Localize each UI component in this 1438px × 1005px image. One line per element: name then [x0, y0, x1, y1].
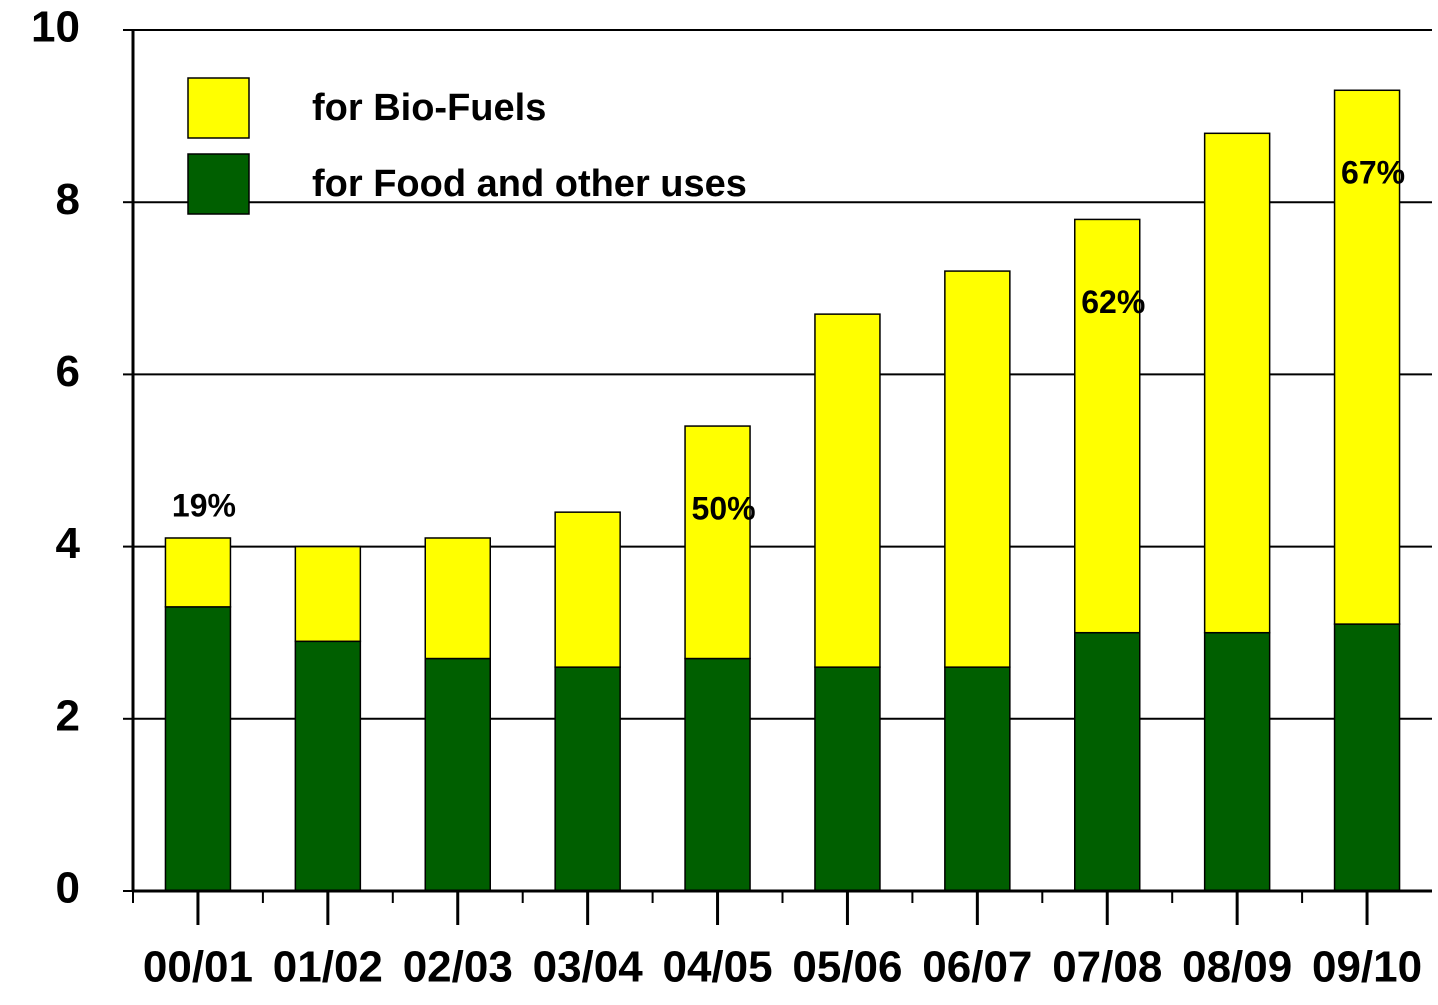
bar-segment	[814, 666, 881, 892]
y-tick-label: 6	[56, 347, 80, 396]
y-tick-label: 2	[56, 691, 80, 740]
bar-segment	[164, 537, 232, 608]
bar-segment	[424, 537, 491, 660]
x-tick-label: 03/04	[533, 943, 644, 992]
x-tick-label: 01/02	[273, 943, 383, 992]
x-tick-label: 00/01	[143, 943, 253, 992]
annotation: 19%	[172, 487, 236, 523]
bar-segment	[1333, 623, 1401, 892]
bar-segment	[1074, 631, 1141, 892]
bar-segment	[684, 425, 751, 660]
bar-segment	[164, 606, 232, 892]
y-tick-label: 0	[56, 864, 80, 913]
legend-label: for Bio-Fuels	[312, 87, 546, 129]
bar-segment	[1074, 218, 1141, 634]
x-tick-label: 09/10	[1312, 943, 1422, 992]
bar-segment	[554, 511, 621, 668]
bar-segment	[1203, 631, 1271, 892]
x-tick-label: 02/03	[403, 943, 513, 992]
bar-segment	[294, 545, 362, 643]
x-tick-label: 07/08	[1052, 943, 1162, 992]
y-tick-label: 4	[56, 519, 81, 568]
bar-segment	[944, 270, 1011, 668]
bar-segment	[684, 657, 751, 892]
annotation: 50%	[692, 491, 756, 527]
x-tick-label: 04/05	[662, 943, 772, 992]
bar-segment	[294, 640, 362, 892]
legend-swatch	[187, 77, 250, 139]
y-tick-label: 8	[56, 175, 80, 224]
annotation: 67%	[1341, 155, 1405, 191]
x-tick-label: 06/07	[922, 943, 1032, 992]
bar-segment	[1333, 89, 1401, 625]
x-tick-label: 05/06	[792, 943, 902, 992]
bar-segment	[814, 313, 881, 668]
legend-swatch	[187, 153, 250, 215]
bar-segment	[944, 666, 1011, 892]
annotation: 62%	[1081, 284, 1145, 320]
legend-label: for Food and other uses	[312, 163, 747, 205]
bar-segment	[1203, 132, 1271, 634]
y-tick-label: 10	[31, 3, 80, 52]
bar-segment	[424, 657, 491, 892]
x-tick-label: 08/09	[1182, 943, 1292, 992]
bar-segment	[554, 666, 621, 892]
